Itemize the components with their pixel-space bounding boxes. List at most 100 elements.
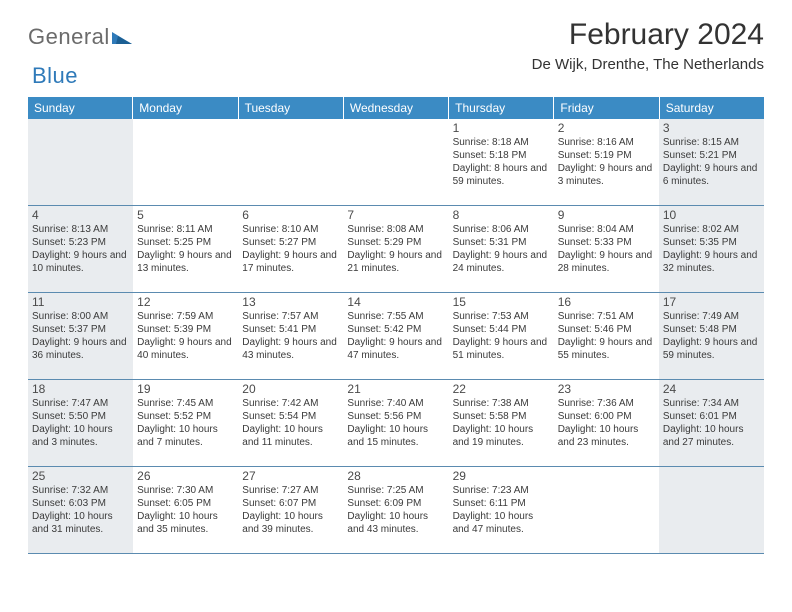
daylight-line: Daylight: 10 hours and 11 minutes. <box>242 424 339 450</box>
calendar-day: 26Sunrise: 7:30 AMSunset: 6:05 PMDayligh… <box>133 467 238 553</box>
sunset-line: Sunset: 5:27 PM <box>242 237 339 250</box>
sunrise-line: Sunrise: 8:00 AM <box>32 311 129 324</box>
daylight-line: Daylight: 10 hours and 27 minutes. <box>663 424 760 450</box>
calendar-week: 18Sunrise: 7:47 AMSunset: 5:50 PMDayligh… <box>28 380 764 467</box>
calendar-day: 14Sunrise: 7:55 AMSunset: 5:42 PMDayligh… <box>343 293 448 379</box>
daylight-line: Daylight: 10 hours and 15 minutes. <box>347 424 444 450</box>
day-number: 2 <box>558 121 655 136</box>
sunrise-line: Sunrise: 8:02 AM <box>663 224 760 237</box>
sunrise-line: Sunrise: 8:18 AM <box>453 137 550 150</box>
calendar-week: 4Sunrise: 8:13 AMSunset: 5:23 PMDaylight… <box>28 206 764 293</box>
calendar: SundayMondayTuesdayWednesdayThursdayFrid… <box>28 97 764 554</box>
daylight-line: Daylight: 9 hours and 43 minutes. <box>242 337 339 363</box>
day-number: 29 <box>453 469 550 484</box>
logo-word1: General <box>28 24 110 50</box>
daylight-line: Daylight: 10 hours and 3 minutes. <box>32 424 129 450</box>
day-of-week-header: Monday <box>133 97 238 119</box>
calendar-week: 1Sunrise: 8:18 AMSunset: 5:18 PMDaylight… <box>28 119 764 206</box>
day-of-week-header: Sunday <box>28 97 133 119</box>
day-number: 22 <box>453 382 550 397</box>
calendar-day <box>133 119 238 205</box>
day-number: 15 <box>453 295 550 310</box>
day-number: 21 <box>347 382 444 397</box>
sunset-line: Sunset: 5:50 PM <box>32 411 129 424</box>
daylight-line: Daylight: 9 hours and 6 minutes. <box>663 163 760 189</box>
location: De Wijk, Drenthe, The Netherlands <box>532 56 764 73</box>
sunset-line: Sunset: 5:44 PM <box>453 324 550 337</box>
daylight-line: Daylight: 9 hours and 28 minutes. <box>558 250 655 276</box>
sunset-line: Sunset: 5:31 PM <box>453 237 550 250</box>
day-of-week-header: Friday <box>554 97 659 119</box>
sunset-line: Sunset: 6:01 PM <box>663 411 760 424</box>
day-of-week-header: Tuesday <box>239 97 344 119</box>
daylight-line: Daylight: 9 hours and 13 minutes. <box>137 250 234 276</box>
sunset-line: Sunset: 5:18 PM <box>453 150 550 163</box>
daylight-line: Daylight: 9 hours and 59 minutes. <box>663 337 760 363</box>
sunrise-line: Sunrise: 7:27 AM <box>242 485 339 498</box>
daylight-line: Daylight: 10 hours and 7 minutes. <box>137 424 234 450</box>
daylight-line: Daylight: 10 hours and 23 minutes. <box>558 424 655 450</box>
sunrise-line: Sunrise: 7:45 AM <box>137 398 234 411</box>
calendar-day: 25Sunrise: 7:32 AMSunset: 6:03 PMDayligh… <box>28 467 133 553</box>
logo: General <box>28 18 132 50</box>
day-of-week-header: Thursday <box>449 97 554 119</box>
sunrise-line: Sunrise: 7:55 AM <box>347 311 444 324</box>
day-of-week-row: SundayMondayTuesdayWednesdayThursdayFrid… <box>28 97 764 119</box>
calendar-day: 28Sunrise: 7:25 AMSunset: 6:09 PMDayligh… <box>343 467 448 553</box>
calendar-day: 16Sunrise: 7:51 AMSunset: 5:46 PMDayligh… <box>554 293 659 379</box>
calendar-day: 6Sunrise: 8:10 AMSunset: 5:27 PMDaylight… <box>238 206 343 292</box>
day-number: 23 <box>558 382 655 397</box>
day-number: 11 <box>32 295 129 310</box>
sunset-line: Sunset: 5:48 PM <box>663 324 760 337</box>
sunset-line: Sunset: 5:42 PM <box>347 324 444 337</box>
calendar-day: 11Sunrise: 8:00 AMSunset: 5:37 PMDayligh… <box>28 293 133 379</box>
calendar-day: 23Sunrise: 7:36 AMSunset: 6:00 PMDayligh… <box>554 380 659 466</box>
sunset-line: Sunset: 5:41 PM <box>242 324 339 337</box>
calendar-week: 25Sunrise: 7:32 AMSunset: 6:03 PMDayligh… <box>28 467 764 554</box>
day-number: 28 <box>347 469 444 484</box>
day-number: 12 <box>137 295 234 310</box>
sunrise-line: Sunrise: 7:59 AM <box>137 311 234 324</box>
daylight-line: Daylight: 10 hours and 47 minutes. <box>453 511 550 537</box>
day-number: 8 <box>453 208 550 223</box>
calendar-day: 24Sunrise: 7:34 AMSunset: 6:01 PMDayligh… <box>659 380 764 466</box>
day-number: 10 <box>663 208 760 223</box>
sunrise-line: Sunrise: 8:13 AM <box>32 224 129 237</box>
sunrise-line: Sunrise: 8:08 AM <box>347 224 444 237</box>
daylight-line: Daylight: 9 hours and 51 minutes. <box>453 337 550 363</box>
day-number: 9 <box>558 208 655 223</box>
daylight-line: Daylight: 9 hours and 47 minutes. <box>347 337 444 363</box>
sunset-line: Sunset: 6:03 PM <box>32 498 129 511</box>
calendar-day: 13Sunrise: 7:57 AMSunset: 5:41 PMDayligh… <box>238 293 343 379</box>
sunrise-line: Sunrise: 7:30 AM <box>137 485 234 498</box>
calendar-day: 8Sunrise: 8:06 AMSunset: 5:31 PMDaylight… <box>449 206 554 292</box>
calendar-day: 2Sunrise: 8:16 AMSunset: 5:19 PMDaylight… <box>554 119 659 205</box>
sunrise-line: Sunrise: 7:36 AM <box>558 398 655 411</box>
calendar-day <box>343 119 448 205</box>
sunrise-line: Sunrise: 7:25 AM <box>347 485 444 498</box>
sunrise-line: Sunrise: 7:34 AM <box>663 398 760 411</box>
calendar-day: 10Sunrise: 8:02 AMSunset: 5:35 PMDayligh… <box>659 206 764 292</box>
daylight-line: Daylight: 9 hours and 40 minutes. <box>137 337 234 363</box>
day-number: 26 <box>137 469 234 484</box>
calendar-day: 15Sunrise: 7:53 AMSunset: 5:44 PMDayligh… <box>449 293 554 379</box>
daylight-line: Daylight: 9 hours and 10 minutes. <box>32 250 129 276</box>
sunrise-line: Sunrise: 7:47 AM <box>32 398 129 411</box>
day-number: 14 <box>347 295 444 310</box>
sunset-line: Sunset: 5:37 PM <box>32 324 129 337</box>
calendar-day: 5Sunrise: 8:11 AMSunset: 5:25 PMDaylight… <box>133 206 238 292</box>
calendar-day <box>554 467 659 553</box>
daylight-line: Daylight: 10 hours and 39 minutes. <box>242 511 339 537</box>
day-number: 19 <box>137 382 234 397</box>
daylight-line: Daylight: 8 hours and 59 minutes. <box>453 163 550 189</box>
calendar-day: 19Sunrise: 7:45 AMSunset: 5:52 PMDayligh… <box>133 380 238 466</box>
sunset-line: Sunset: 5:29 PM <box>347 237 444 250</box>
daylight-line: Daylight: 9 hours and 17 minutes. <box>242 250 339 276</box>
sunset-line: Sunset: 5:56 PM <box>347 411 444 424</box>
daylight-line: Daylight: 9 hours and 24 minutes. <box>453 250 550 276</box>
calendar-day: 18Sunrise: 7:47 AMSunset: 5:50 PMDayligh… <box>28 380 133 466</box>
day-number: 4 <box>32 208 129 223</box>
day-number: 20 <box>242 382 339 397</box>
sunset-line: Sunset: 5:35 PM <box>663 237 760 250</box>
calendar-day: 4Sunrise: 8:13 AMSunset: 5:23 PMDaylight… <box>28 206 133 292</box>
